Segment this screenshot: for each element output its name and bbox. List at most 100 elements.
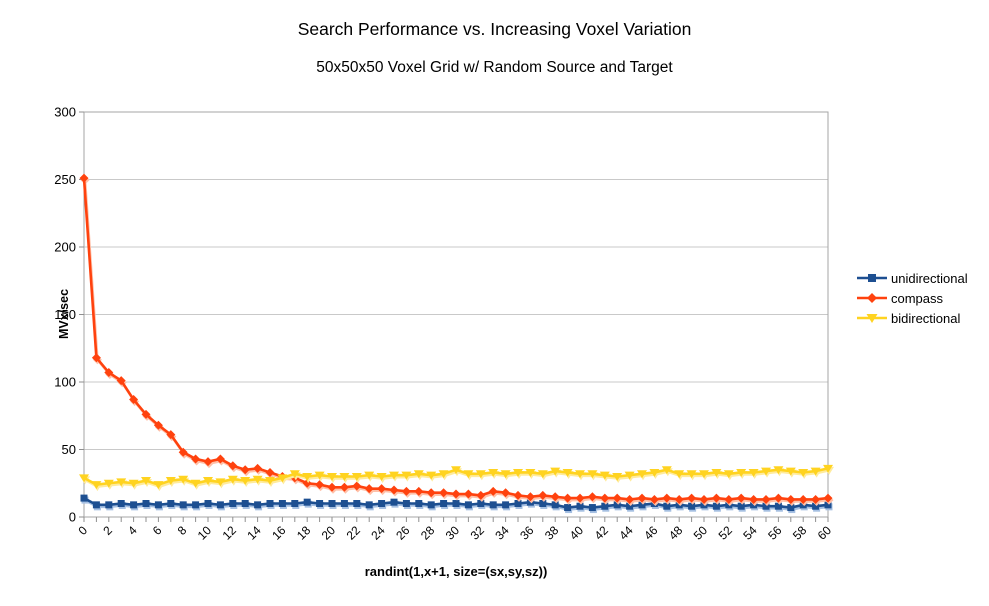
unidirectional-marker — [92, 501, 100, 509]
compass-marker — [649, 494, 659, 504]
compass-marker — [625, 494, 635, 504]
compass-marker — [761, 494, 771, 504]
unidirectional-marker — [415, 500, 423, 507]
compass-marker — [79, 173, 89, 183]
x-tick-label: 18 — [294, 523, 314, 543]
bidirectional-marker — [389, 471, 399, 480]
y-tick-label: 200 — [54, 240, 76, 255]
compass-marker — [377, 484, 387, 494]
bidirectional-marker — [289, 470, 300, 479]
y-tick-label: 300 — [54, 105, 76, 120]
x-tick-label: 34 — [492, 523, 512, 543]
compass-marker — [736, 493, 746, 503]
compass-marker — [662, 493, 672, 503]
compass-marker — [687, 493, 697, 503]
compass-marker — [141, 409, 151, 419]
compass-marker — [674, 494, 684, 504]
legend-item-compass: compass — [856, 288, 968, 308]
bidirectional-marker — [116, 478, 127, 487]
unidirectional-marker — [440, 500, 448, 507]
compass-marker — [203, 457, 213, 467]
unidirectional-marker — [402, 500, 410, 507]
bidirectional-marker — [562, 468, 573, 477]
compass-marker — [550, 492, 560, 502]
legend: unidirectional compass bidirectional — [856, 268, 968, 328]
bidirectional-marker — [240, 477, 251, 486]
compass-marker — [253, 463, 263, 473]
compass-marker — [116, 376, 126, 386]
unidirectional-marker — [588, 504, 596, 512]
unidirectional-marker — [613, 501, 621, 509]
x-tick-label: 48 — [666, 523, 686, 543]
x-tick-label: 42 — [592, 523, 612, 543]
x-tick-label: 32 — [468, 523, 488, 543]
compass-marker — [525, 492, 535, 502]
compass-marker — [637, 493, 647, 503]
compass-marker — [773, 493, 783, 503]
unidirectional-marker — [663, 502, 671, 510]
unidirectional-marker — [787, 504, 795, 512]
x-tick-label: 16 — [269, 523, 289, 543]
bidirectional-marker — [91, 481, 102, 490]
compass-marker — [364, 484, 374, 494]
compass-marker — [451, 489, 461, 499]
legend-item-bidirectional: bidirectional — [856, 308, 968, 328]
compass-marker — [302, 478, 312, 488]
compass-marker — [352, 481, 362, 491]
x-tick-label: 2 — [100, 523, 115, 538]
unidirectional-marker — [452, 500, 460, 507]
compass-marker — [178, 447, 188, 457]
bidirectional-marker — [203, 477, 213, 486]
x-axis-title: randint(1,x+1, size=(sx,sy,sz)) — [364, 564, 548, 579]
unidirectional-marker — [378, 500, 386, 507]
compass-marker — [389, 485, 399, 495]
unidirectional-marker — [626, 502, 634, 510]
compass-marker — [91, 353, 101, 363]
bidirectional-marker — [773, 466, 784, 475]
compass-marker — [129, 395, 139, 405]
unidirectional-marker — [254, 501, 262, 509]
unidirectional-marker — [229, 500, 237, 507]
chart-subtitle: 50x50x50 Voxel Grid w/ Random Source and… — [316, 59, 673, 76]
compass-marker — [811, 494, 821, 504]
y-tick-label: 250 — [54, 172, 76, 187]
compass-marker — [215, 454, 225, 464]
compass-marker — [575, 493, 585, 503]
bidirectional-line-marker-icon — [856, 311, 888, 325]
unidirectional-marker — [216, 501, 224, 509]
unidirectional-marker — [477, 500, 485, 507]
x-tick-label: 10 — [195, 523, 215, 543]
bidirectional-marker — [227, 475, 238, 484]
unidirectional-marker — [303, 498, 311, 506]
unidirectional-marker — [130, 501, 138, 509]
bidirectional-marker — [190, 479, 201, 488]
compass-marker — [327, 482, 337, 492]
bidirectional-marker — [401, 471, 412, 480]
unidirectional-marker — [316, 500, 324, 507]
unidirectional-marker — [700, 501, 708, 509]
bidirectional-marker — [686, 470, 697, 479]
x-tick-label: 8 — [175, 523, 190, 538]
series-compass — [79, 173, 833, 504]
bidirectional-marker — [736, 468, 747, 477]
unidirectional-marker — [117, 500, 125, 507]
compass-marker — [711, 493, 721, 503]
compass-marker — [191, 454, 201, 464]
x-tick-label: 58 — [790, 523, 810, 543]
bidirectional-marker — [426, 471, 437, 480]
bidirectional-marker — [761, 467, 771, 476]
bidirectional-marker — [649, 468, 660, 477]
compass-marker — [439, 488, 449, 498]
bidirectional-marker — [141, 477, 151, 486]
unidirectional-marker — [142, 500, 150, 507]
bidirectional-marker — [599, 471, 610, 480]
bidirectional-marker — [575, 470, 585, 479]
x-tick-label: 38 — [542, 523, 562, 543]
unidirectional-marker — [365, 501, 373, 509]
compass-marker — [476, 490, 486, 500]
bidirectional-marker — [798, 468, 809, 477]
y-axis-title: MVx/sec — [57, 288, 71, 340]
chart-title: Search Performance vs. Increasing Voxel … — [297, 19, 692, 39]
